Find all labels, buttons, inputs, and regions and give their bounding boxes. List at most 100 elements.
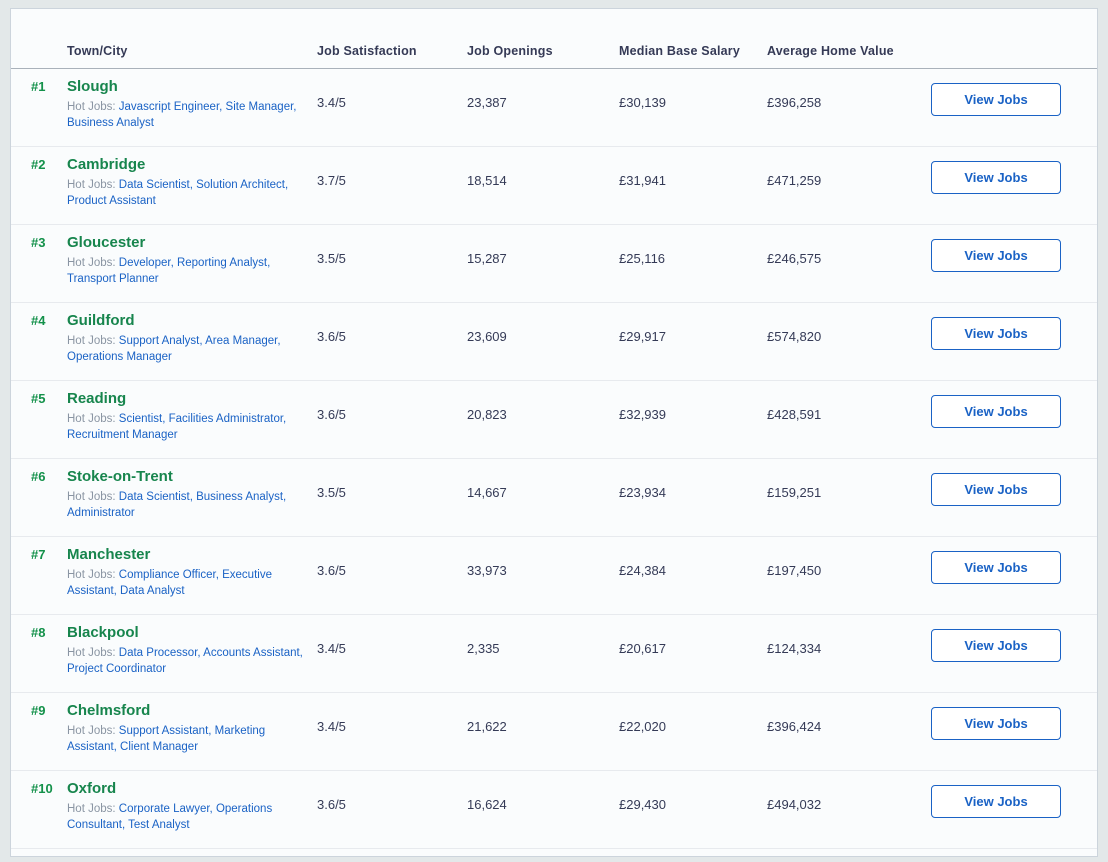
median-salary-value: £22,020 [619,719,666,734]
median-salary-value: £31,941 [619,173,666,188]
city-link[interactable]: Cambridge [67,156,146,173]
median-salary-value: £23,934 [619,485,666,500]
hot-jobs-links[interactable]: Data Processor, Accounts Assistant, Proj… [67,647,303,675]
median-salary-value: £24,384 [619,563,666,578]
hot-jobs-links[interactable]: Data Scientist, Solution Architect, Prod… [67,179,289,207]
hot-jobs-links[interactable]: Support Assistant, Marketing Assistant, … [67,725,266,753]
table-row: #6 Stoke-on-Trent Hot Jobs: Data Scientist… [11,459,1097,537]
hot-jobs-links[interactable]: Compliance Officer, Executive Assistant,… [67,569,272,597]
table-row: #9 Chelmsford Hot Jobs: Support Assistant,… [11,693,1097,771]
job-openings-value: 14,667 [467,485,507,500]
view-jobs-button[interactable]: View Jobs [931,551,1061,584]
table-header-row: Town/City Job Satisfaction Job Openings … [11,9,1097,69]
hot-jobs-line: Hot Jobs: Compliance Officer, Executive … [67,567,315,599]
median-salary-value: £29,430 [619,797,666,812]
city-link[interactable]: Stoke-on-Trent [67,468,173,485]
city-cell: Stoke-on-Trent Hot Jobs: Data Scientist, … [67,459,317,536]
rank-badge: #4 [31,313,46,328]
city-cell: Blackpool Hot Jobs: Data Processor, Accou… [67,615,317,692]
city-link[interactable]: Guildford [67,312,135,329]
table-row: #3 Gloucester Hot Jobs: Developer, Reporti… [11,225,1097,303]
view-jobs-button[interactable]: View Jobs [931,161,1061,194]
home-value-value: £428,591 [767,407,822,422]
hot-jobs-line: Hot Jobs: Scientist, Facilities Administ… [67,411,315,443]
job-openings-value: 16,624 [467,797,507,812]
home-value-value: £197,450 [767,563,822,578]
hot-jobs-label: Hot Jobs: [67,725,116,737]
job-satisfaction-value: 3.6/5 [317,563,346,578]
action-cell: View Jobs [931,147,1061,224]
city-link[interactable]: Chelmsford [67,702,151,719]
rank-badge: #1 [31,79,46,94]
column-header-job-satisfaction: Job Satisfaction [317,44,417,58]
table-row: #8 Blackpool Hot Jobs: Data Processor, Acc… [11,615,1097,693]
hot-jobs-links[interactable]: Developer, Reporting Analyst, Transport … [67,257,271,285]
view-jobs-button[interactable]: View Jobs [931,629,1061,662]
job-satisfaction-value: 3.6/5 [317,329,346,344]
action-cell: View Jobs [931,615,1061,692]
view-jobs-button[interactable]: View Jobs [931,239,1061,272]
hot-jobs-links[interactable]: Scientist, Facilities Administrator, Rec… [67,413,287,441]
job-satisfaction-value: 3.5/5 [317,485,346,500]
home-value-value: £574,820 [767,329,822,344]
city-link[interactable]: Gloucester [67,234,146,251]
rank-badge: #8 [31,625,46,640]
action-cell: View Jobs [931,537,1061,614]
table-row: #2 Cambridge Hot Jobs: Data Scientist, Sol… [11,147,1097,225]
column-header-home-value: Average Home Value [767,44,894,58]
hot-jobs-label: Hot Jobs: [67,335,116,347]
home-value-value: £396,424 [767,719,822,734]
action-cell: View Jobs [931,303,1061,380]
rank-badge: #7 [31,547,46,562]
rank-badge: #6 [31,469,46,484]
city-link[interactable]: Oxford [67,780,117,797]
job-openings-value: 33,973 [467,563,507,578]
city-link[interactable]: Blackpool [67,624,139,641]
hot-jobs-line: Hot Jobs: Data Scientist, Business Analy… [67,489,315,521]
hot-jobs-label: Hot Jobs: [67,257,116,269]
view-jobs-button[interactable]: View Jobs [931,473,1061,506]
job-openings-value: 20,823 [467,407,507,422]
view-jobs-button[interactable]: View Jobs [931,83,1061,116]
job-openings-value: 15,287 [467,251,507,266]
median-salary-value: £30,139 [619,95,666,110]
hot-jobs-line: Hot Jobs: Data Scientist, Solution Archi… [67,177,315,209]
rank-badge: #10 [31,781,53,796]
hot-jobs-line: Hot Jobs: Developer, Reporting Analyst, … [67,255,315,287]
action-cell: View Jobs [931,69,1061,146]
median-salary-value: £32,939 [619,407,666,422]
home-value-value: £471,259 [767,173,822,188]
hot-jobs-links[interactable]: Data Scientist, Business Analyst, Admini… [67,491,287,519]
towns-ranking-table: Town/City Job Satisfaction Job Openings … [10,8,1098,857]
city-cell: Chelmsford Hot Jobs: Support Assistant, M… [67,693,317,770]
job-satisfaction-value: 3.6/5 [317,407,346,422]
city-cell: Guildford Hot Jobs: Support Analyst, Area… [67,303,317,380]
hot-jobs-label: Hot Jobs: [67,647,116,659]
city-cell: Gloucester Hot Jobs: Developer, Reporting… [67,225,317,302]
hot-jobs-line: Hot Jobs: Javascript Engineer, Site Mana… [67,99,315,131]
hot-jobs-links[interactable]: Support Analyst, Area Manager, Operation… [67,335,281,363]
column-header-job-openings: Job Openings [467,44,553,58]
view-jobs-button[interactable]: View Jobs [931,395,1061,428]
hot-jobs-line: Hot Jobs: Support Assistant, Marketing A… [67,723,315,755]
rank-badge: #5 [31,391,46,406]
city-link[interactable]: Manchester [67,546,151,563]
job-satisfaction-value: 3.7/5 [317,173,346,188]
hot-jobs-links[interactable]: Javascript Engineer, Site Manager, Busin… [67,101,297,129]
view-jobs-button[interactable]: View Jobs [931,317,1061,350]
view-jobs-button[interactable]: View Jobs [931,785,1061,818]
hot-jobs-links[interactable]: Corporate Lawyer, Operations Consultant,… [67,803,273,831]
city-cell: Reading Hot Jobs: Scientist, Facilities A… [67,381,317,458]
hot-jobs-label: Hot Jobs: [67,803,116,815]
city-link[interactable]: Slough [67,78,118,95]
hot-jobs-label: Hot Jobs: [67,491,116,503]
action-cell: View Jobs [931,381,1061,458]
table-row: #4 Guildford Hot Jobs: Support Analyst, Ar… [11,303,1097,381]
rank-badge: #2 [31,157,46,172]
rank-badge: #9 [31,703,46,718]
city-link[interactable]: Reading [67,390,127,407]
hot-jobs-label: Hot Jobs: [67,101,116,113]
hot-jobs-line: Hot Jobs: Data Processor, Accounts Assis… [67,645,315,677]
view-jobs-button[interactable]: View Jobs [931,707,1061,740]
job-satisfaction-value: 3.4/5 [317,719,346,734]
